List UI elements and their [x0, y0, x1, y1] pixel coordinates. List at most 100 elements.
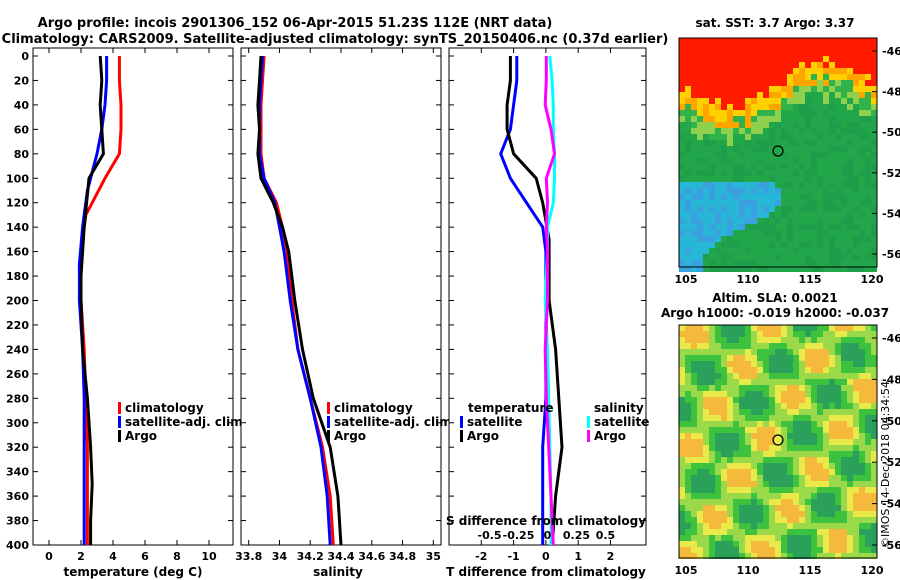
sla-cell	[775, 427, 781, 433]
sla-cell	[775, 349, 781, 355]
sla-cell	[823, 409, 829, 415]
sla-cell	[709, 529, 715, 535]
sla-cell	[829, 535, 835, 541]
sla-cell	[757, 493, 763, 499]
sst-cell	[679, 254, 685, 260]
sst-cell	[697, 56, 703, 62]
depth-tick-label: 360	[6, 490, 29, 503]
sla-cell	[679, 373, 685, 379]
sst-cell	[745, 218, 751, 224]
sst-cell	[739, 44, 745, 50]
sla-cell	[805, 379, 811, 385]
sst-cell	[871, 182, 877, 188]
sst-cell	[787, 92, 793, 98]
sla-cell	[805, 517, 811, 523]
sst-cell	[871, 254, 877, 260]
sla-cell	[805, 349, 811, 355]
sst-cell	[787, 62, 793, 68]
sla-cell	[679, 385, 685, 391]
sla-cell	[685, 511, 691, 517]
sla-cell	[769, 463, 775, 469]
sla-cell	[787, 457, 793, 463]
sst-cell	[781, 92, 787, 98]
sla-cell	[823, 505, 829, 511]
sst-cell	[859, 242, 865, 248]
sst-cell	[805, 140, 811, 146]
sst-cell	[841, 170, 847, 176]
sla-cell	[685, 373, 691, 379]
sla-cell	[865, 427, 871, 433]
sst-cell	[763, 98, 769, 104]
sst-cell	[847, 62, 853, 68]
sst-cell	[775, 38, 781, 44]
sst-cell	[853, 104, 859, 110]
sla-cell	[805, 331, 811, 337]
sst-cell	[751, 116, 757, 122]
sla-cell	[787, 475, 793, 481]
sla-cell	[799, 397, 805, 403]
sst-cell	[823, 92, 829, 98]
sla-cell	[775, 541, 781, 547]
legend-label-argo: Argo	[125, 429, 157, 443]
sla-cell	[841, 499, 847, 505]
sst-cell	[799, 200, 805, 206]
sla-cell	[691, 349, 697, 355]
sst-cell	[703, 86, 709, 92]
sst-cell	[739, 194, 745, 200]
sla-cell	[745, 367, 751, 373]
sla-cell	[781, 505, 787, 511]
sla-cell	[745, 415, 751, 421]
sst-cell	[703, 38, 709, 44]
sla-cell	[751, 391, 757, 397]
sla-cell	[853, 541, 859, 547]
sst-cell	[763, 62, 769, 68]
sla-cell	[715, 463, 721, 469]
sst-cell	[745, 50, 751, 56]
sla-cell	[733, 457, 739, 463]
sst-cell	[859, 104, 865, 110]
sst-cell	[679, 164, 685, 170]
sla-cell	[775, 499, 781, 505]
sla-cell	[691, 511, 697, 517]
sla-cell	[745, 493, 751, 499]
sst-cell	[685, 110, 691, 116]
sst-cell	[709, 116, 715, 122]
sla-cell	[703, 373, 709, 379]
sla-cell	[781, 463, 787, 469]
sst-cell	[751, 170, 757, 176]
sla-cell	[757, 439, 763, 445]
sst-cell	[727, 152, 733, 158]
sst-cell	[823, 218, 829, 224]
sst-cell	[733, 176, 739, 182]
sst-cell	[817, 92, 823, 98]
sla-cell	[715, 481, 721, 487]
sla-cell	[853, 547, 859, 553]
sla-cell	[739, 343, 745, 349]
sla-cell	[841, 463, 847, 469]
sst-cell	[871, 140, 877, 146]
sst-cell	[859, 122, 865, 128]
lat-tick-label: -46	[882, 45, 900, 58]
sla-cell	[679, 397, 685, 403]
sla-cell	[757, 349, 763, 355]
sst-cell	[853, 260, 859, 266]
sst-cell	[859, 50, 865, 56]
sst-cell	[811, 170, 817, 176]
sla-cell	[859, 553, 865, 559]
sst-cell	[775, 122, 781, 128]
sst-cell	[751, 110, 757, 116]
sla-cell	[739, 433, 745, 439]
sst-cell	[871, 188, 877, 194]
sla-cell	[835, 535, 841, 541]
sla-cell	[811, 403, 817, 409]
sst-cell	[829, 146, 835, 152]
sst-cell	[793, 98, 799, 104]
sst-cell	[733, 86, 739, 92]
sla-cell	[853, 511, 859, 517]
sst-cell	[811, 44, 817, 50]
sla-cell	[727, 517, 733, 523]
sla-cell	[859, 379, 865, 385]
sst-cell	[745, 74, 751, 80]
sst-cell	[835, 104, 841, 110]
sst-cell	[805, 74, 811, 80]
